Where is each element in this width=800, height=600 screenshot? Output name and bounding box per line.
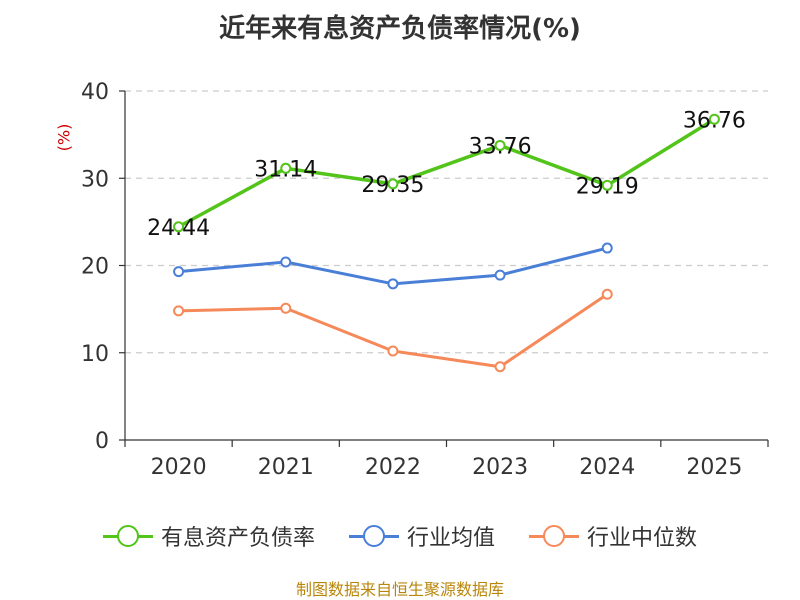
data-point bbox=[601, 288, 613, 300]
data-source: 制图数据来自恒生聚源数据库 bbox=[295, 580, 504, 599]
data-point bbox=[494, 361, 506, 373]
y-tick-label: 40 bbox=[81, 80, 109, 105]
data-label: 29.19 bbox=[576, 174, 639, 199]
data-point bbox=[173, 221, 185, 233]
legend-item-industry-median[interactable]: 行业中位数 bbox=[529, 520, 697, 552]
legend-line-circle-icon bbox=[529, 524, 579, 548]
x-tick-label: 2020 bbox=[151, 455, 207, 480]
x-tick-label: 2023 bbox=[472, 455, 528, 480]
data-point bbox=[387, 278, 399, 290]
chart-title: 近年来有息资产负债率情况(%) bbox=[219, 14, 581, 44]
data-point bbox=[601, 179, 613, 191]
legend: 有息资产负债率 行业均值 行业中位数 bbox=[0, 520, 800, 552]
data-point bbox=[280, 256, 292, 268]
y-tick-label: 10 bbox=[81, 342, 109, 367]
y-tick-label: 20 bbox=[81, 255, 109, 280]
data-point bbox=[494, 269, 506, 281]
data-label: 24.44 bbox=[147, 216, 210, 241]
legend-item-industry-mean[interactable]: 行业均值 bbox=[348, 520, 495, 552]
x-tick-label: 2024 bbox=[579, 455, 635, 480]
legend-line-circle-icon bbox=[102, 524, 153, 548]
data-point bbox=[494, 139, 506, 151]
x-tick-label: 2025 bbox=[686, 455, 742, 480]
y-tick-label: 0 bbox=[95, 429, 109, 454]
legend-label: 行业中位数 bbox=[587, 526, 698, 551]
data-label: 31.14 bbox=[254, 157, 317, 182]
series-line bbox=[177, 117, 716, 229]
data-point bbox=[708, 113, 720, 125]
data-point bbox=[601, 242, 613, 254]
data-point bbox=[173, 266, 185, 278]
data-point bbox=[280, 302, 292, 314]
legend-label: 行业均值 bbox=[406, 526, 495, 551]
y-tick-label: 30 bbox=[81, 167, 109, 192]
x-tick-label: 2022 bbox=[365, 455, 421, 480]
data-point bbox=[387, 345, 399, 357]
data-point bbox=[173, 305, 185, 317]
legend-label: 有息资产负债率 bbox=[160, 526, 315, 551]
data-label: 36.76 bbox=[683, 108, 746, 133]
data-label: 29.35 bbox=[361, 173, 424, 198]
data-label: 33.76 bbox=[469, 134, 532, 159]
x-tick-label: 2021 bbox=[258, 455, 314, 480]
data-point bbox=[280, 162, 292, 174]
data-point bbox=[387, 178, 399, 190]
legend-line-circle-icon bbox=[348, 524, 399, 548]
legend-item-debt-ratio[interactable]: 有息资产负债率 bbox=[102, 520, 315, 552]
